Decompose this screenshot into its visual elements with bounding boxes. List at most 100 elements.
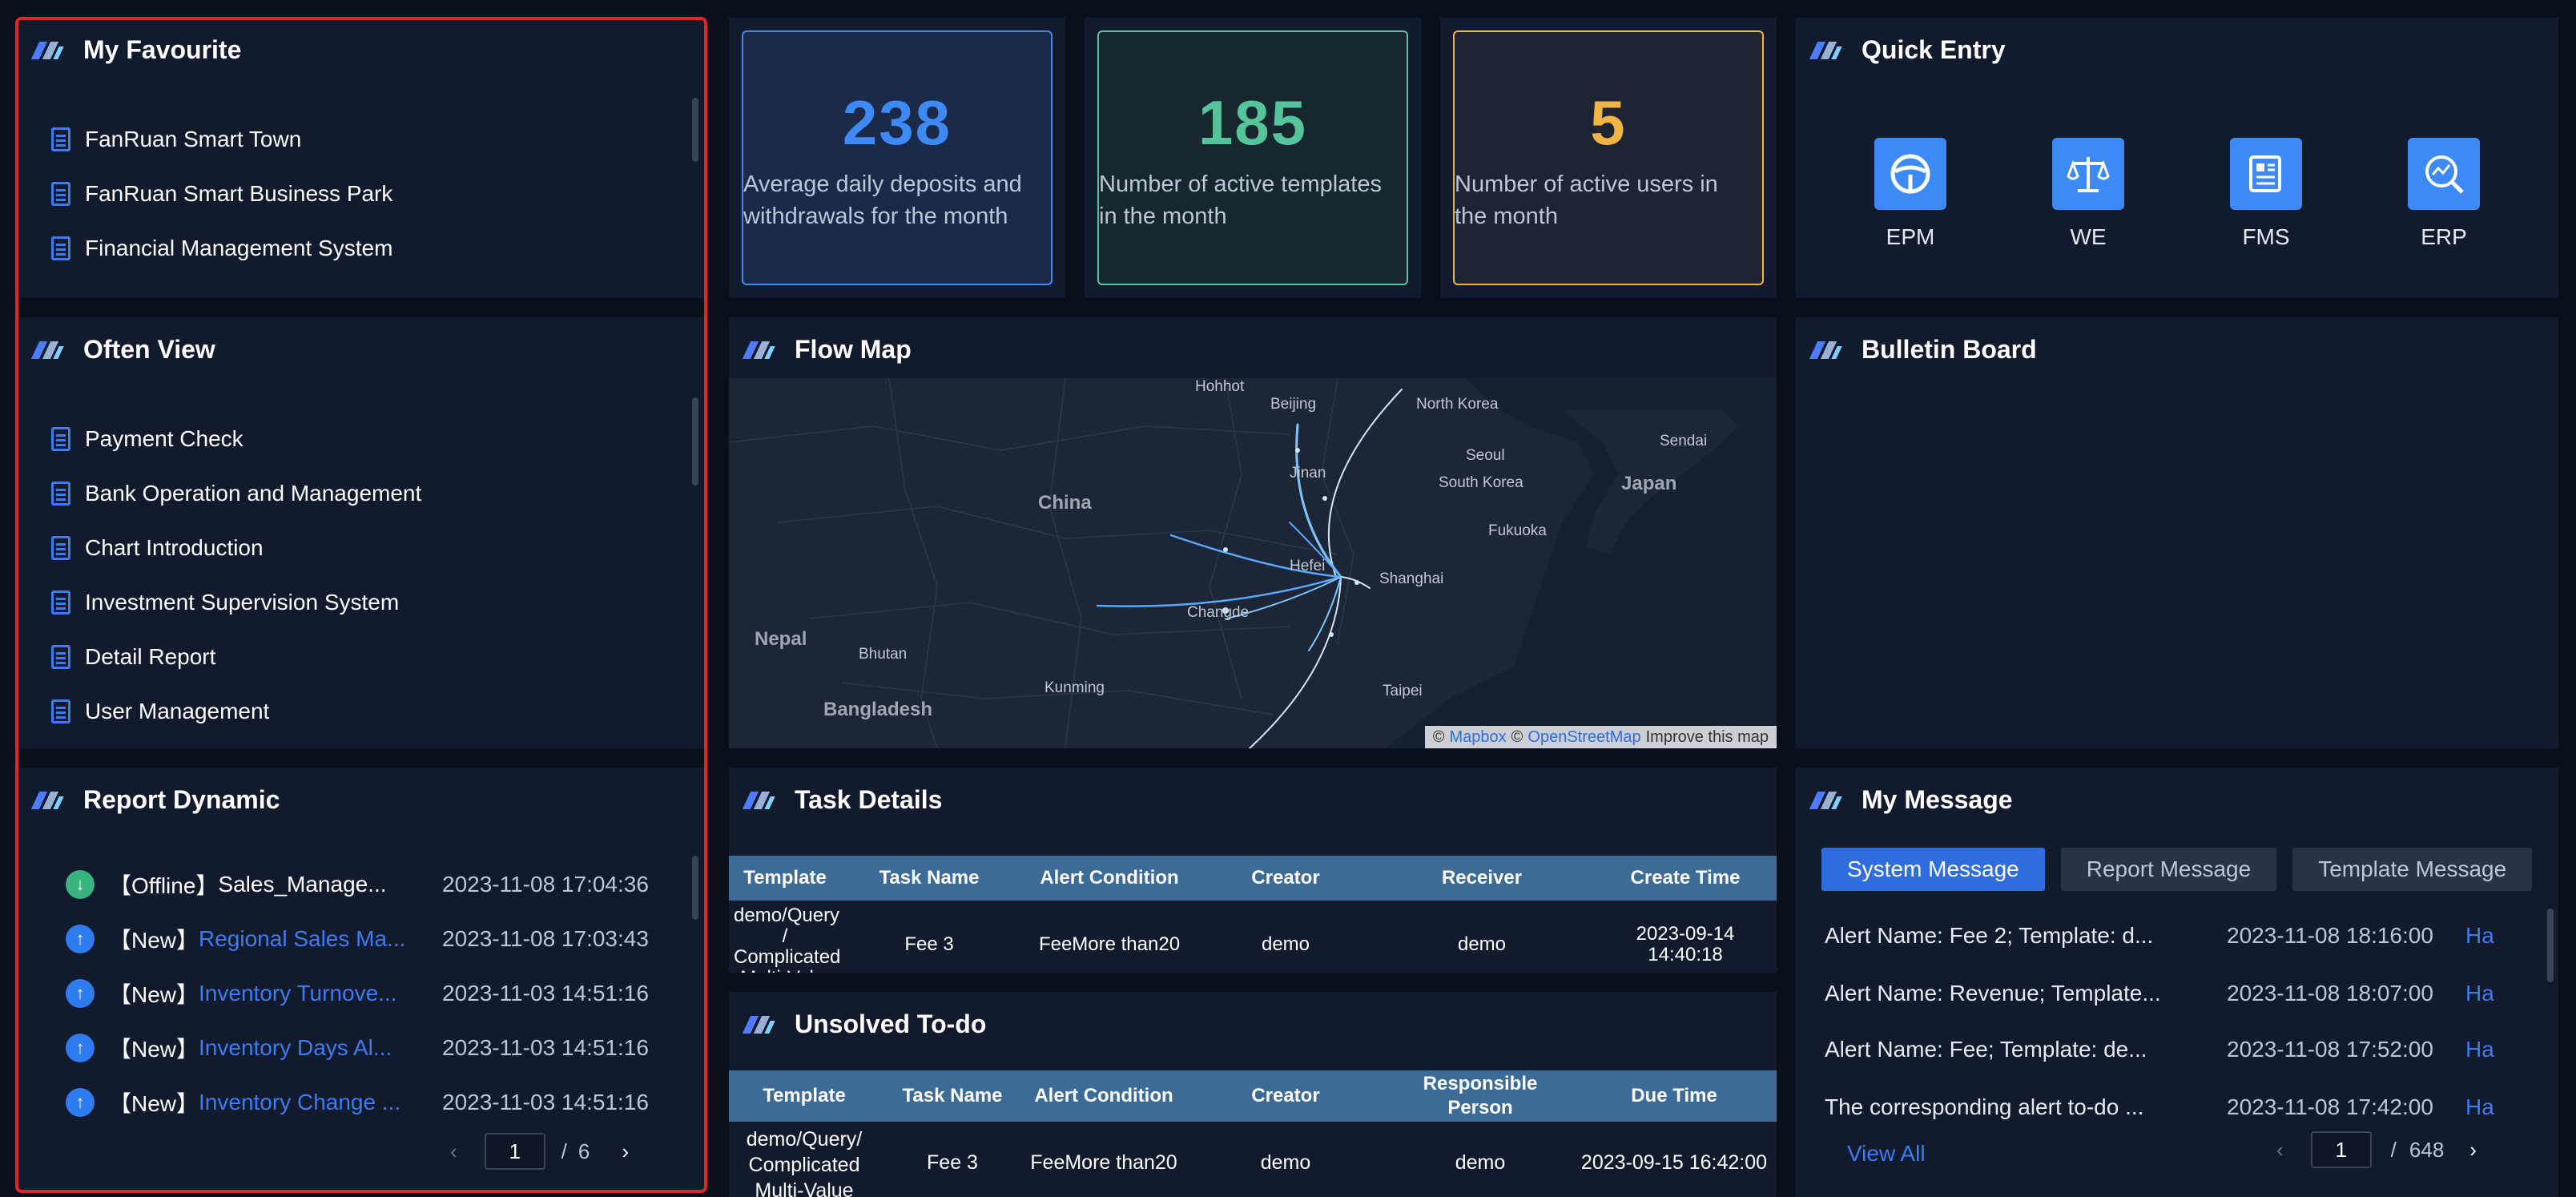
stat-card: 185 Number of active templates in the mo…: [1097, 30, 1408, 285]
map-label: Changde: [1187, 604, 1250, 621]
tab-report-message[interactable]: Report Message: [2060, 848, 2277, 891]
report-dynamic-row[interactable]: ↓ 【Offline】 Sales_Manage... 2023-11-08 1…: [66, 857, 690, 912]
flow-map[interactable]: Hohhot Beijing North Korea Seoul South K…: [729, 378, 1777, 748]
map-label: Seoul: [1466, 447, 1505, 464]
report-link[interactable]: Inventory Days Al...: [199, 1035, 392, 1060]
page-input[interactable]: 1: [2310, 1131, 2372, 1168]
quick-entry-epm[interactable]: EPM: [1874, 138, 1946, 250]
steering-wheel-icon: [1874, 138, 1946, 210]
page-input[interactable]: 1: [484, 1133, 545, 1170]
column-header: Task Name: [841, 856, 1017, 901]
often-view-item[interactable]: User Management: [51, 684, 421, 739]
prev-page-icon[interactable]: ‹: [450, 1139, 457, 1163]
pagination: ‹ 1 / 6 ›: [450, 1133, 629, 1170]
document-icon: [51, 536, 70, 560]
column-header: Task Name: [879, 1070, 1025, 1122]
map-label: Fukuoka: [1488, 522, 1547, 539]
stat-label: Number of active users in the month: [1455, 171, 1718, 229]
quick-entry-erp[interactable]: ERP: [2408, 138, 2480, 250]
map-label: Taipei: [1383, 683, 1423, 699]
quick-entry-we[interactable]: WE: [2052, 138, 2124, 250]
often-view-item[interactable]: Payment Check: [51, 412, 421, 466]
map-base: [729, 378, 1777, 748]
task-details-panel: Task Details Template Task Name Alert Co…: [729, 768, 1777, 973]
fanruan-logo-icon: [1812, 38, 1842, 61]
column-header: Creator: [1201, 856, 1370, 901]
my-favourite-panel: My Favourite FanRuan Smart Town FanRuan …: [18, 18, 705, 298]
quick-entry-fms[interactable]: FMS: [2230, 138, 2302, 250]
fanruan-logo-icon: [745, 338, 775, 361]
report-dynamic-row[interactable]: ↑ 【New】 Inventory Change ... 2023-11-03 …: [66, 1075, 690, 1130]
message-row[interactable]: Alert Name: Fee; Template: de... 2023-11…: [1825, 1037, 2494, 1062]
panel-title: My Message: [1812, 784, 2013, 816]
map-label: Hefei: [1290, 558, 1326, 574]
map-label: China: [1038, 492, 1092, 514]
table-row[interactable]: demo/Query / Complicated Multi-Val... Fe…: [734, 905, 1735, 973]
often-view-item[interactable]: Bank Operation and Management: [51, 466, 421, 521]
often-view-item[interactable]: Investment Supervision System: [51, 575, 421, 630]
document-icon: [51, 645, 70, 669]
tab-template-message[interactable]: Template Message: [2292, 848, 2533, 891]
scrollbar[interactable]: [692, 397, 698, 486]
message-row[interactable]: Alert Name: Fee 2; Template: d... 2023-1…: [1825, 923, 2494, 948]
scrollbar[interactable]: [692, 856, 698, 920]
report-link[interactable]: Inventory Change ...: [199, 1090, 401, 1114]
map-label: Beijing: [1270, 396, 1317, 413]
stat-card-container: 5 Number of active users in the month: [1440, 18, 1777, 298]
often-view-item[interactable]: Detail Report: [51, 630, 421, 684]
column-header: Due Time: [1572, 1070, 1777, 1122]
panel-title: Flow Map: [745, 333, 912, 365]
message-row[interactable]: The corresponding alert to-do ... 2023-1…: [1825, 1094, 2494, 1119]
download-arrow-icon: ↓: [66, 870, 95, 899]
openstreetmap-link[interactable]: OpenStreetMap: [1527, 727, 1641, 746]
map-label: Kunming: [1044, 679, 1105, 696]
stat-value: 185: [1197, 87, 1308, 158]
often-view-panel: Often View Payment Check Bank Operation …: [18, 317, 705, 748]
scrollbar[interactable]: [692, 98, 698, 162]
report-dynamic-row[interactable]: ↑ 【New】 Inventory Turnove... 2023-11-03 …: [66, 966, 690, 1021]
my-message-panel: My Message System Message Report Message…: [1796, 768, 2558, 1197]
report-dynamic-panel: Report Dynamic ↓ 【Offline】 Sales_Manage.…: [18, 768, 705, 1192]
document-icon: [51, 427, 70, 451]
mapbox-link[interactable]: Mapbox: [1449, 727, 1507, 746]
stat-value: 5: [1590, 87, 1627, 158]
handle-link[interactable]: Ha: [2465, 923, 2494, 948]
fanruan-logo-icon: [34, 338, 64, 361]
message-row[interactable]: Alert Name: Revenue; Template... 2023-11…: [1825, 981, 2494, 1006]
column-header: Creator: [1182, 1070, 1389, 1122]
often-view-item[interactable]: Chart Introduction: [51, 521, 421, 575]
handle-link[interactable]: Ha: [2465, 981, 2494, 1006]
bulletin-board-panel: Bulletin Board: [1796, 317, 2558, 748]
favourite-item[interactable]: FanRuan Smart Business Park: [51, 167, 392, 221]
document-icon: [51, 182, 70, 206]
stat-value: 238: [842, 87, 952, 158]
favourite-item[interactable]: FanRuan Smart Town: [51, 112, 392, 167]
map-label: South Korea: [1439, 474, 1523, 491]
map-label: Hohhot: [1195, 378, 1245, 395]
report-dynamic-row[interactable]: ↑ 【New】 Regional Sales Ma... 2023-11-08 …: [66, 912, 690, 966]
view-all-link[interactable]: View All: [1847, 1141, 1926, 1166]
tab-system-message[interactable]: System Message: [1821, 848, 2045, 891]
prev-page-icon[interactable]: ‹: [2276, 1137, 2284, 1162]
search-chart-icon: [2408, 138, 2480, 210]
handle-link[interactable]: Ha: [2465, 1094, 2494, 1119]
next-page-icon[interactable]: ›: [622, 1139, 630, 1163]
quick-entry-panel: Quick Entry EPM WE FMS ERP: [1796, 18, 2558, 298]
table-row[interactable]: demo/Query/ Complicated Multi-Value Fee …: [746, 1128, 1768, 1197]
document-icon: [51, 127, 70, 151]
report-link[interactable]: Regional Sales Ma...: [199, 926, 406, 951]
next-page-icon[interactable]: ›: [2469, 1137, 2477, 1162]
pagination: ‹ 1 / 648 ›: [2276, 1131, 2477, 1168]
favourite-item[interactable]: Financial Management System: [51, 221, 392, 276]
newspaper-icon: [2230, 138, 2302, 210]
report-link[interactable]: Inventory Turnove...: [199, 981, 397, 1006]
column-header: Alert Condition: [1017, 856, 1201, 901]
map-attribution: © Mapbox © OpenStreetMap Improve this ma…: [1424, 726, 1777, 748]
stat-label: Average daily deposits and withdrawals f…: [743, 171, 1022, 229]
handle-link[interactable]: Ha: [2465, 1037, 2494, 1062]
often-view-list: Payment Check Bank Operation and Managem…: [51, 412, 421, 739]
scrollbar[interactable]: [2547, 909, 2554, 982]
upload-arrow-icon: ↑: [66, 1088, 95, 1117]
report-dynamic-row[interactable]: ↑ 【New】 Inventory Days Al... 2023-11-03 …: [66, 1021, 690, 1075]
improve-map-link[interactable]: Improve this map: [1645, 727, 1769, 746]
